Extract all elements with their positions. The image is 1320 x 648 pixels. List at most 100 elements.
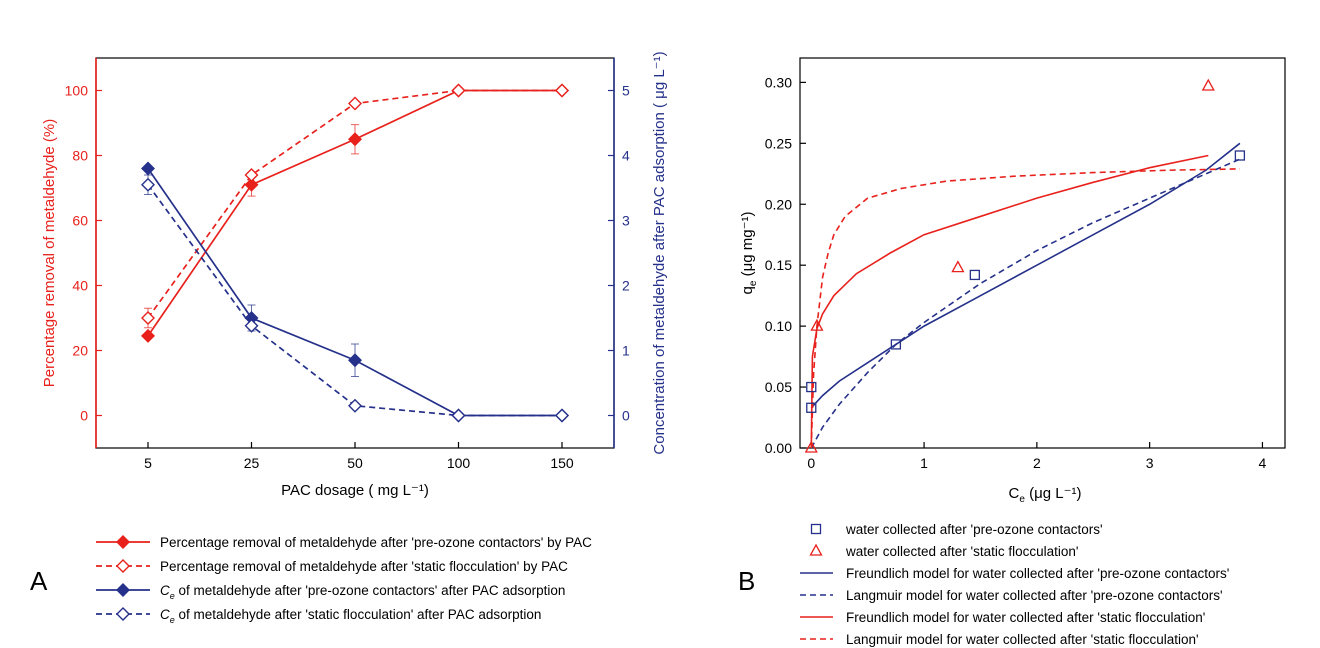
panel-a-left-tick-label: 20 [72, 343, 88, 359]
panel-a-data-point [555, 408, 569, 423]
panel-a-left-tick-label: 40 [72, 278, 88, 294]
panel-a-right-axis-title: Concentration of metaldehyde after PAC a… [651, 51, 668, 454]
panel-b-model-curve [810, 154, 1209, 449]
panel-a-series-line [147, 184, 562, 417]
panel-b-y-axis-title: qe (μg mg⁻¹) [739, 212, 759, 295]
panel-a-data-point [141, 161, 155, 176]
panel-b-legend-marker [809, 543, 823, 556]
panel-b-y-tick-label: 0.25 [765, 135, 792, 151]
panel-a-legend-label: Ce of metaldehyde after 'static floccula… [160, 607, 541, 625]
panel-a-data-point [141, 177, 155, 192]
panel-a-x-tick-label: 100 [447, 455, 471, 471]
panel-b-y-tick-label: 0.15 [765, 257, 792, 273]
panel-a-plot-frame [95, 57, 615, 449]
panel-b-legend-label: water collected after 'static flocculati… [845, 544, 1079, 559]
panel-a-legend: Percentage removal of metaldehyde after … [96, 535, 592, 625]
panel-b-y-tick-label: 0.05 [765, 379, 792, 395]
panel-a-legend-label-sub: e [170, 615, 175, 625]
panel-a-left-tick-label: 60 [72, 213, 88, 229]
panel-b-data-point [890, 339, 902, 350]
panel-b-data-point [806, 381, 817, 393]
panel-a-legend-label-rest: of metaldehyde after 'pre-ozone contacto… [175, 583, 566, 598]
panel-a-right-tick-label: 3 [622, 213, 630, 229]
panel-b-y-tick-label: 0.20 [765, 196, 792, 212]
panel-b-x-axis-title-rest: (μg L⁻¹) [1025, 485, 1082, 502]
panel-a-legend-marker [116, 583, 130, 597]
panel-b-plot-frame [799, 57, 1286, 449]
panel-a-data-point [141, 311, 155, 325]
panel-b-data-point [1201, 78, 1215, 91]
panel-b-legend-label: Langmuir model for water collected after… [846, 632, 1199, 647]
panel-a-legend-marker [116, 535, 130, 549]
panel-b-x-axis-title-sub: e [1019, 494, 1025, 505]
panel-a-legend-label: Percentage removal of metaldehyde after … [160, 535, 592, 550]
panel-b-data-point [806, 402, 817, 413]
panel-a-right-tick-label: 2 [622, 278, 630, 294]
panel-b-model-curve [810, 158, 1241, 449]
panel-a-right-tick-label: 5 [622, 83, 630, 99]
panel-a-data-point [451, 408, 466, 423]
panel-a-x-tick-label: 150 [550, 455, 574, 471]
panel-a-x-axis-title: PAC dosage ( mg L⁻¹) [281, 482, 429, 499]
panel-a-data-point [348, 353, 362, 368]
panel-b: 0 1 2 3 40.000.050.100.150.200.250.30 qe (μg… [738, 57, 1286, 647]
panel-a-data-point [348, 132, 362, 147]
panel-a-data-point [244, 177, 259, 192]
panel-b-y-tick-label: 0.10 [765, 318, 792, 334]
panel-b-legend-label: Freundlich model for water collected aft… [846, 610, 1205, 625]
panel-b-y-tick-label: 0.00 [765, 440, 792, 456]
panel-b-x-tick-label: 0 [807, 455, 815, 471]
panel-b-data-point [951, 260, 965, 273]
panel-b-letter: B [738, 566, 755, 596]
panel-b-legend: water collected after 'pre-ozone contact… [800, 522, 1229, 647]
panel-a-x-tick-label: 25 [244, 455, 260, 471]
panel-a-left-tick-label: 0 [80, 408, 88, 424]
panel-a-data-point [348, 398, 362, 413]
panel-a-x-tick-label: 5 [144, 455, 152, 471]
panel-a-legend-label: Ce of metaldehyde after 'pre-ozone conta… [160, 583, 565, 601]
panel-b-legend-label: water collected after 'pre-ozone contact… [845, 522, 1103, 537]
panel-b-data-point [969, 269, 980, 281]
panel-b-x-axis-title: Ce (μg L⁻¹) [1009, 485, 1082, 505]
panel-b-legend-marker [810, 523, 822, 535]
panel-a-legend-marker [116, 559, 130, 573]
panel-a-left-tick-label: 100 [65, 83, 89, 99]
panel-b-x-tick-label: 3 [1146, 455, 1154, 471]
panel-b-data-point [1234, 150, 1246, 161]
panel-a-legend-label-sub: e [170, 591, 175, 601]
panel-a-x-tick-label: 50 [347, 455, 363, 471]
panel-b-model-curve [810, 168, 1240, 449]
panel-a-letter: A [30, 566, 48, 596]
panel-b-y-axis-title-rest: (μg mg⁻¹) [739, 212, 756, 281]
panel-a-legend-label-prefix: C [160, 583, 170, 598]
panel-b-model-curve [810, 142, 1241, 409]
panel-a-series-line [147, 168, 562, 417]
panel-b-data-point [810, 318, 824, 331]
panel-a-data-point [244, 318, 259, 333]
panel-b-x-axis-title-main: C [1009, 485, 1020, 502]
panel-b-x-tick-label: 2 [1033, 455, 1041, 471]
panel-b-y-axis-title-sub: e [748, 280, 759, 286]
panel-b-legend-label: Langmuir model for water collected after… [846, 588, 1223, 603]
panel-a-right-tick-label: 0 [622, 408, 630, 424]
panel-a-data-point [141, 328, 155, 343]
panel-a-left-tick-label: 80 [72, 148, 88, 164]
panel-a-left-axis-title: Percentage removal of metaldehyde (%) [41, 119, 58, 387]
panel-b-y-tick-label: 0.30 [765, 74, 792, 90]
panel-b-x-tick-label: 1 [920, 455, 928, 471]
panel-a-data-point [555, 83, 569, 98]
panel-b-y-axis-title-main: q [739, 286, 756, 294]
panel-a-legend-label-rest: of metaldehyde after 'static flocculatio… [175, 607, 542, 622]
panel-b-x-tick-label: 4 [1259, 455, 1267, 471]
panel-a-legend-label: Percentage removal of metaldehyde after … [160, 559, 568, 574]
panel-b-data-point [804, 440, 818, 453]
panel-a-right-tick-label: 4 [622, 148, 630, 164]
panel-a-right-tick-label: 1 [622, 343, 630, 359]
panel-a-data-point [451, 83, 466, 98]
panel-b-legend-label: Freundlich model for water collected aft… [846, 566, 1229, 581]
panel-a-legend-label-prefix: C [160, 607, 170, 622]
panel-a-data-point [244, 168, 259, 182]
panel-a-legend-marker [116, 607, 130, 621]
panel-a: 0 20 40 60 80 100 0 1 2 3 4 5 5 25 50 100 150 Percentage… [30, 51, 668, 625]
